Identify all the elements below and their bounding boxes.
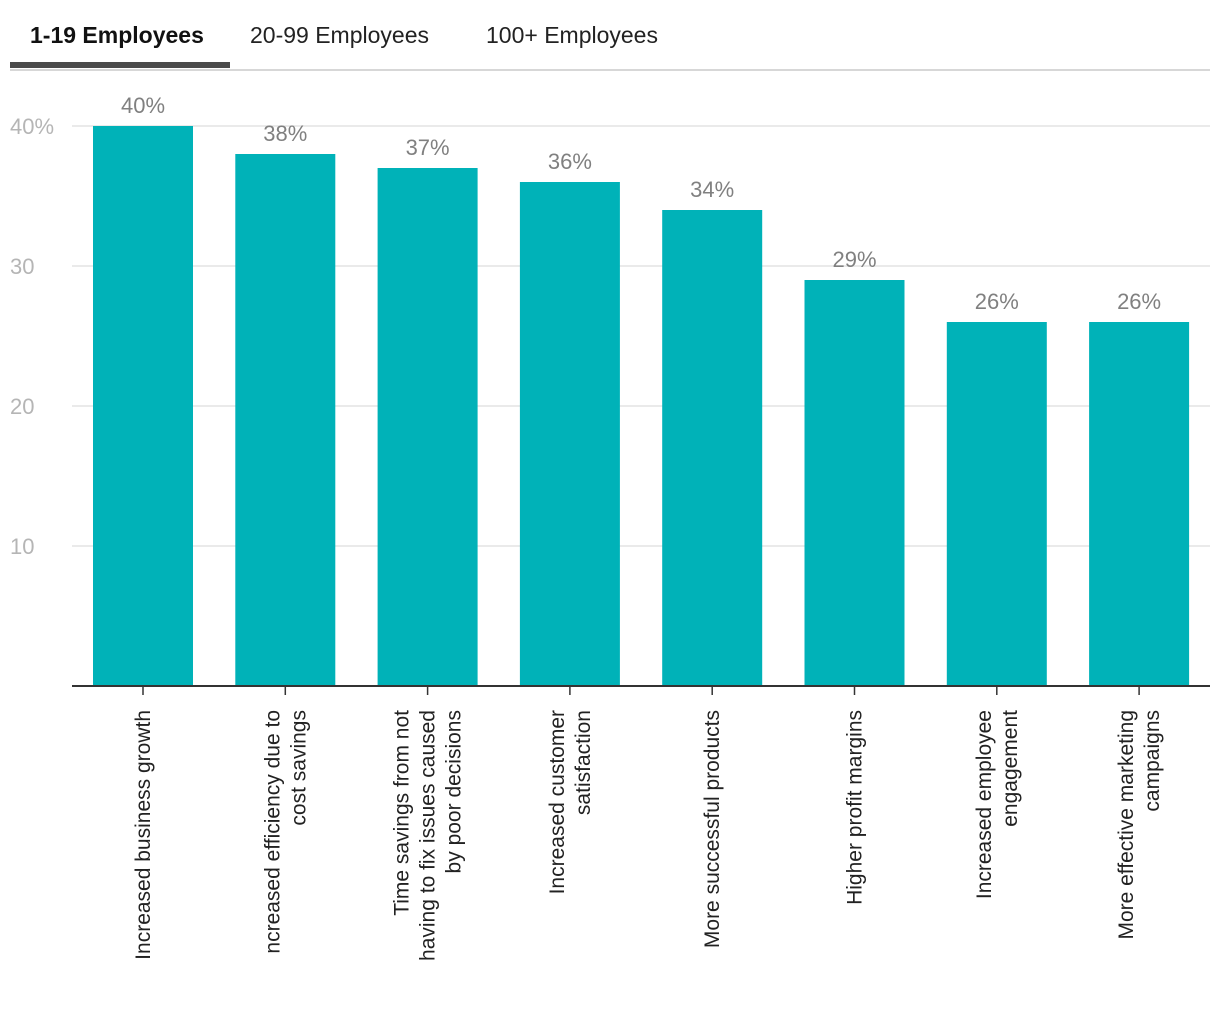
category-label-line: by poor decisions xyxy=(443,710,466,873)
category-label-line: Time savings from not xyxy=(391,710,414,916)
tab-1-19-employees[interactable]: 1-19 Employees xyxy=(30,22,204,48)
value-label: 26% xyxy=(1117,289,1161,314)
bar xyxy=(235,154,336,686)
bar xyxy=(804,280,905,686)
category-label-line: campaigns xyxy=(1141,710,1164,812)
active-tab-indicator xyxy=(10,62,230,68)
category-label-line: Increased employee xyxy=(973,710,996,899)
bar xyxy=(1089,322,1190,686)
category-label-line: Higher profit margins xyxy=(844,710,867,905)
bar xyxy=(93,126,193,686)
value-label: 36% xyxy=(548,149,592,174)
value-label: 26% xyxy=(975,289,1019,314)
category-label-line: Increased customer xyxy=(546,710,569,894)
value-label: 40% xyxy=(121,93,165,118)
category-label: Higher profit margins xyxy=(844,710,867,905)
category-label-line: Increased business growth xyxy=(132,710,155,960)
category-label-line: cost savings xyxy=(287,710,310,826)
category-label-line: ncreased efficiency due to xyxy=(261,710,284,954)
value-label: 37% xyxy=(406,135,450,160)
tab-20-99-employees[interactable]: 20-99 Employees xyxy=(250,22,429,48)
category-label: Time savings from not having to fix issue… xyxy=(391,710,466,961)
category-label: More successful products xyxy=(701,710,724,948)
y-tick-label: 30 xyxy=(10,254,34,279)
category-label: More effective marketing campaigns xyxy=(1115,710,1164,940)
y-tick-label: 40% xyxy=(10,114,54,139)
y-tick-label: 20 xyxy=(10,394,34,419)
category-label: Increased employee engagement xyxy=(973,710,1022,899)
tab-divider xyxy=(10,69,1210,71)
value-label: 29% xyxy=(832,247,876,272)
bar xyxy=(946,322,1047,686)
category-label: ncreased efficiency due to cost savings xyxy=(261,710,310,954)
employee-size-tabs: 1-19 Employees 20-99 Employees 100+ Empl… xyxy=(10,0,1210,72)
category-label-line: More effective marketing xyxy=(1115,710,1138,940)
value-label: 38% xyxy=(263,121,307,146)
category-label-line: engagement xyxy=(999,710,1022,827)
bar xyxy=(519,182,620,686)
tab-100-plus-employees[interactable]: 100+ Employees xyxy=(486,22,658,48)
category-label: Increased business growth xyxy=(132,710,155,960)
category-label: Increased customer satisfaction xyxy=(546,710,595,894)
bar xyxy=(662,210,763,686)
value-label: 34% xyxy=(690,177,734,202)
category-label-line: having to fix issues caused xyxy=(417,710,440,961)
category-label-line: satisfaction xyxy=(572,710,595,815)
category-label-line: More successful products xyxy=(701,710,724,948)
bar xyxy=(377,168,478,686)
y-tick-label: 10 xyxy=(10,534,34,559)
